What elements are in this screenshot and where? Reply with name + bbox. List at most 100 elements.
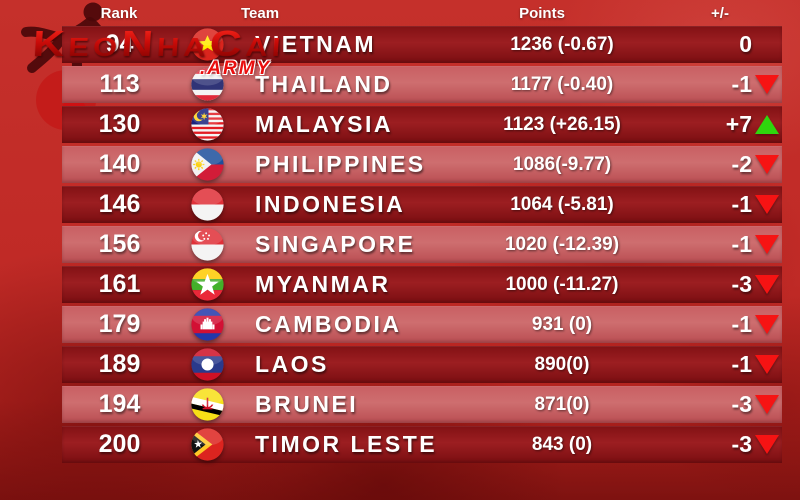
points-value: 871(0) [534,393,590,415]
table-row: 130 MALAYSIA 1123 (+26.15) +7 [62,106,782,143]
points-value: 1236 (-0.67) [510,33,614,55]
points-value: 931 (0) [531,313,593,335]
points-value: 1123 (+26.15) [503,113,621,135]
team-name: MYANMAR [255,271,391,297]
trend-down-icon [755,275,779,294]
table-body: 94 VIETNAM 1236 (-0.67) 0 113 THAILAND 1177 (-… [62,26,782,463]
change-value: -3 [731,391,752,417]
header-rank: Rank [100,5,138,22]
trend-down-icon [755,75,779,94]
trend-cell [752,355,782,374]
rank-value: 94 [62,30,177,59]
points-value: 1000 (-11.27) [505,273,619,295]
rank-value: 200 [98,430,141,458]
team-name: SINGAPORE [255,231,416,257]
rank-value: 161 [98,270,141,298]
rank-value: 189 [98,350,141,378]
table-row: 194 BRUNEI 871(0) -3 [62,386,782,423]
trend-cell [752,115,782,134]
change-value: -1 [731,231,752,257]
change-value: +7 [725,111,752,137]
team-name: PHILIPPINES [255,151,426,177]
myanmar-flag-icon [190,268,224,301]
change-value: -3 [731,271,752,297]
header-points: Points [519,5,565,22]
flag-cell [177,188,237,221]
rank-value: 156 [98,230,141,258]
rank-value: 194 [98,390,141,418]
trend-cell [752,75,782,94]
indonesia-flag-icon [190,188,224,221]
rank-value: 179 [98,310,141,338]
change-value: -3 [731,431,752,457]
trend-down-icon [755,195,779,214]
trend-down-icon [755,355,779,374]
flag-cell [177,268,237,301]
vietnam-flag-icon [190,28,224,61]
change-value: -1 [731,71,752,97]
rank-value: 140 [98,150,141,178]
table-row: 179 CAMBODIA 931 (0) -1 [62,306,782,343]
points-value: 843 (0) [531,433,593,455]
team-name: TIMOR LESTE [255,431,438,457]
rank-value: 113 [99,70,140,98]
thailand-flag-icon [190,68,224,101]
malaysia-flag-icon [190,108,224,141]
trend-cell [752,235,782,254]
flag-cell [177,348,237,381]
table-row: 156 SINGAPORE 1020 (-12.39) -1 [62,226,782,263]
flag-cell [177,28,237,61]
points-value: 1177 (-0.40) [510,73,614,95]
trend-down-icon [755,235,779,254]
trend-down-icon [755,395,779,414]
table-row: 94 VIETNAM 1236 (-0.67) 0 [62,26,782,63]
flag-cell [177,388,237,421]
team-name: LAOS [255,351,329,377]
change-value: -1 [731,351,752,377]
trend-down-icon [755,435,779,454]
flag-cell [177,108,237,141]
points-value: 1086(-9.77) [512,153,612,175]
trend-up-icon [755,115,779,134]
change-value: -1 [731,191,752,217]
watermark-suffix: .ARMY [200,58,272,79]
brunei-flag-icon [190,388,224,421]
team-name: MALAYSIA [255,111,393,137]
flag-cell [177,68,237,101]
flag-cell [177,308,237,341]
team-name: VIETNAM [255,31,376,57]
team-name: THAILAND [255,71,393,97]
trend-down-icon [755,315,779,334]
flag-cell [177,148,237,181]
trend-cell [752,195,782,214]
rank-value: 146 [98,190,141,218]
table-row: 113 THAILAND 1177 (-0.40) -1 [62,66,782,103]
trend-down-icon [755,155,779,174]
rank-value: 130 [98,110,141,138]
points-value: 1020 (-12.39) [504,233,620,255]
timor-leste-flag-icon [190,428,224,461]
points-value: 1064 (-5.81) [510,193,614,215]
philippines-flag-icon [190,148,224,181]
laos-flag-icon [190,348,224,381]
team-name: CAMBODIA [255,311,402,337]
table-row: 189 LAOS 890(0) -1 [62,346,782,383]
table-row: 200 TIMOR LESTE 843 (0) -3 [62,426,782,463]
change-value: -2 [731,151,752,177]
trend-cell [752,435,782,454]
table-header: Rank Team Points +/- [62,2,782,26]
trend-cell [752,395,782,414]
team-name: BRUNEI [255,391,359,417]
flag-cell [177,428,237,461]
header-team: Team [240,5,280,22]
points-value: 890(0) [534,353,590,375]
change-value: -1 [731,311,752,337]
change-value: 0 [739,31,752,57]
table-row: 140 PHILIPPINES 1086(-9.77) -2 [62,146,782,183]
trend-cell [752,315,782,334]
flag-cell [177,228,237,261]
singapore-flag-icon [190,228,224,261]
trend-cell [752,275,782,294]
cambodia-flag-icon [190,308,224,341]
